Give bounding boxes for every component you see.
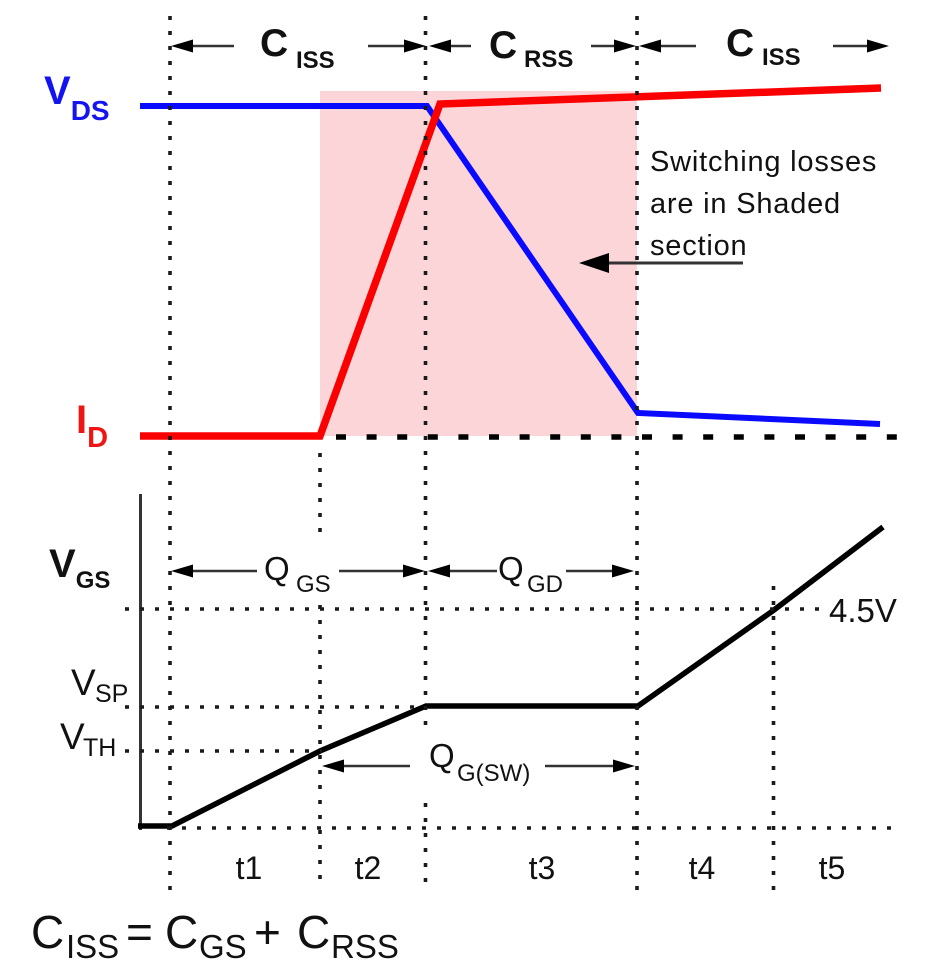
svg-text:VGS: VGS: [49, 542, 110, 594]
svg-text:RSS: RSS: [331, 928, 399, 964]
svg-text:t3: t3: [529, 850, 556, 886]
svg-text:G(SW): G(SW): [457, 760, 530, 787]
svg-text:C: C: [260, 22, 288, 65]
svg-text:GD: GD: [527, 571, 563, 598]
svg-text:section: section: [650, 230, 748, 262]
svg-text:GS: GS: [199, 928, 247, 964]
svg-text:C: C: [165, 906, 198, 958]
svg-text:C: C: [489, 24, 517, 67]
svg-text:RSS: RSS: [524, 46, 573, 73]
svg-text:Switching losses: Switching losses: [650, 146, 877, 178]
svg-text:C: C: [726, 22, 754, 65]
svg-text:are in Shaded: are in Shaded: [650, 188, 841, 220]
svg-text:GS: GS: [296, 571, 331, 598]
svg-text:t1: t1: [236, 850, 263, 886]
svg-text:+: +: [254, 906, 281, 958]
svg-text:Q: Q: [429, 737, 455, 774]
svg-text:Q: Q: [498, 550, 524, 587]
svg-text:C: C: [297, 906, 330, 958]
svg-text:ISS: ISS: [66, 928, 119, 964]
svg-text:ID: ID: [76, 398, 108, 454]
svg-text:TH: TH: [83, 734, 116, 762]
svg-text:t2: t2: [355, 850, 382, 886]
svg-text:t4: t4: [689, 850, 716, 886]
svg-text:SP: SP: [95, 680, 128, 708]
svg-text:V: V: [60, 716, 85, 757]
svg-text:Q: Q: [264, 550, 290, 587]
svg-text:t5: t5: [819, 850, 846, 886]
svg-text:ISS: ISS: [762, 44, 801, 71]
svg-text:C: C: [31, 906, 64, 958]
svg-text:VDS: VDS: [44, 69, 110, 126]
svg-text:V: V: [71, 662, 96, 703]
svg-text:ISS: ISS: [296, 47, 335, 74]
svg-text:=: =: [126, 906, 153, 958]
svg-text:4.5V: 4.5V: [829, 592, 897, 629]
